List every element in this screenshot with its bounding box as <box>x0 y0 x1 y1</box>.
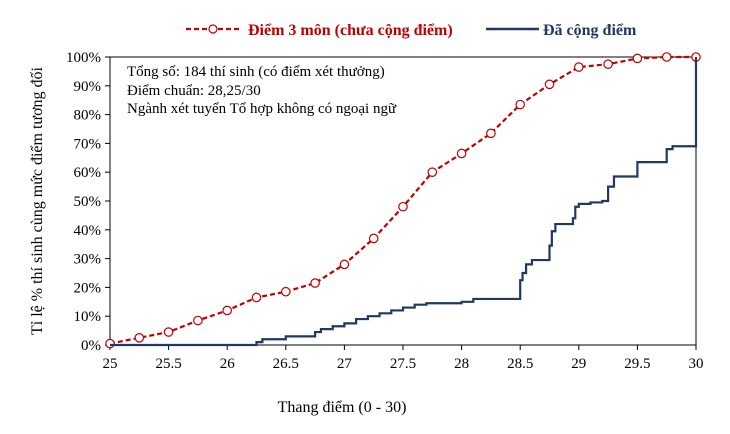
y-axis-title: Tỉ lệ % thí sinh cùng mức điểm tương đối <box>29 66 46 335</box>
x-tick-label: 29.5 <box>624 356 650 372</box>
series-1-point <box>280 286 291 297</box>
y-tick-label: 0% <box>81 338 101 354</box>
y-tick-label: 100% <box>66 50 101 66</box>
series-1-point <box>573 62 584 72</box>
legend-marker-series-1 <box>208 24 218 34</box>
y-tick-label: 30% <box>74 252 102 268</box>
x-tick-label: 25 <box>103 356 118 372</box>
x-tick-label: 27 <box>337 356 353 372</box>
series-1-point <box>486 128 496 139</box>
x-tick-label: 28.5 <box>507 356 533 372</box>
y-tick-label: 80% <box>74 108 102 124</box>
series-1-point <box>222 305 232 316</box>
series-1-point <box>456 148 467 159</box>
series-layer <box>105 52 701 349</box>
series-1-point <box>105 338 115 349</box>
series-1-point <box>661 52 672 62</box>
x-tick-label: 28 <box>454 356 469 372</box>
x-tick-label: 30 <box>689 356 704 372</box>
x-tick-label: 27.5 <box>390 356 416 372</box>
x-tick-label: 29 <box>571 356 586 372</box>
x-tick-label: 26 <box>220 356 236 372</box>
series-1-point <box>251 292 262 303</box>
series-1-point <box>193 315 203 326</box>
annotation-major: Ngành xét tuyển Tổ hợp không có ngoại ng… <box>127 101 397 117</box>
series-1-point <box>163 327 174 337</box>
series-1-point <box>368 233 379 244</box>
series-1-point <box>427 167 438 177</box>
y-tick-label: 40% <box>74 223 102 239</box>
x-tick-label: 26.5 <box>273 356 299 372</box>
y-tick-label: 70% <box>74 136 102 152</box>
annotation-cutoff: Điểm chuẩn: 28,25/30 <box>127 83 261 99</box>
series-1-point <box>544 79 555 90</box>
legend-label-series-2: Đã cộng điểm <box>543 22 637 39</box>
series-1-point <box>310 278 320 288</box>
legend-label-series-1: Điểm 3 môn (chưa cộng điểm) <box>248 22 453 39</box>
y-tick-label: 10% <box>74 309 102 325</box>
series-1-point <box>603 59 613 69</box>
legend: Điểm 3 môn (chưa cộng điểm) Đã cộng điểm <box>186 22 637 39</box>
y-tick-label: 60% <box>74 165 102 181</box>
series-1-point <box>515 99 525 110</box>
x-axis-title: Thang điểm (0 - 30) <box>278 399 407 416</box>
series-2-line <box>110 57 698 347</box>
y-tick-label: 90% <box>74 79 102 95</box>
x-tick-label: 25.5 <box>155 356 181 372</box>
annotation-total: Tổng số: 184 thí sinh (có điểm xét thưởn… <box>127 64 385 80</box>
series-1-point <box>339 259 350 270</box>
series-1-point <box>134 332 145 343</box>
series-1-point <box>632 53 643 64</box>
y-tick-label: 20% <box>74 280 102 296</box>
tick-layer: 25 25.5 26 26.5 27 27.5 28 28.5 29 29.5 30 0% 10% 20%… <box>66 50 704 372</box>
y-tick-label: 50% <box>74 194 102 210</box>
series-1-point <box>398 201 408 212</box>
